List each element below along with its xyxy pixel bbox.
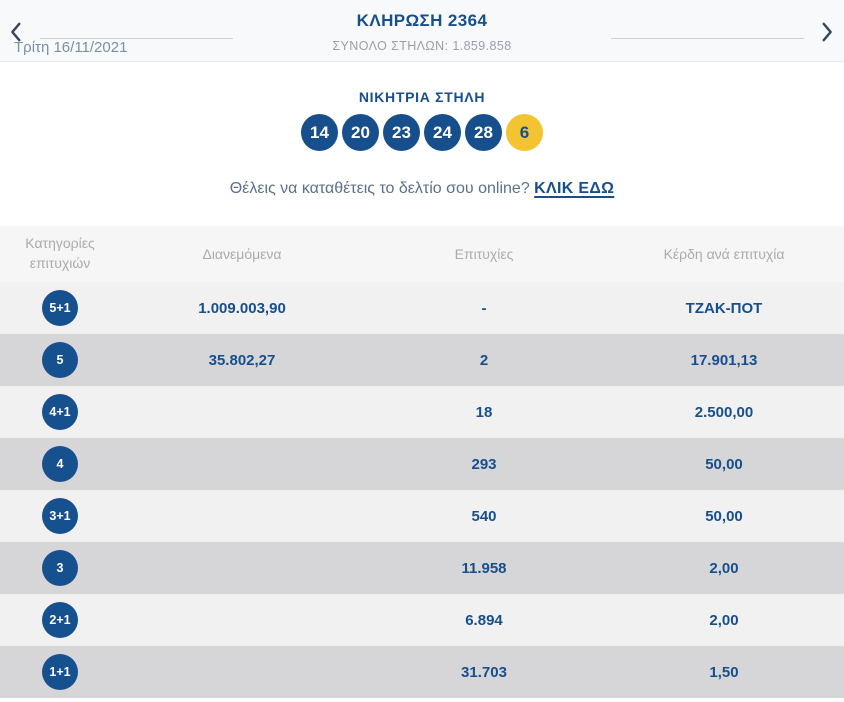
cell-distributed bbox=[120, 490, 364, 542]
total-columns-label: ΣΥΝΟΛΟ ΣΤΗΛΩΝ: 1.859.858 bbox=[332, 39, 512, 53]
cell-distributed bbox=[120, 542, 364, 594]
winning-number-ball: 14 bbox=[301, 114, 338, 151]
cell-distributed bbox=[120, 386, 364, 438]
table-row: 2+1 6.894 2,00 bbox=[0, 594, 844, 646]
column-header-wins: Επιτυχίες bbox=[364, 226, 604, 282]
chevron-left-icon bbox=[9, 22, 22, 45]
winning-column-title: ΝΙΚΗΤΡΙΑ ΣΤΗΛΗ bbox=[358, 89, 486, 105]
category-badge: 2+1 bbox=[42, 602, 78, 638]
category-badge: 1+1 bbox=[42, 654, 78, 690]
draw-title: ΚΛΗΡΩΣΗ 2364 bbox=[356, 11, 488, 30]
cell-category: 4+1 bbox=[0, 386, 120, 438]
column-header-distributed: Διανεμόμενα bbox=[120, 226, 364, 282]
table-row: 4+1 18 2.500,00 bbox=[0, 386, 844, 438]
cell-category: 5+1 bbox=[0, 282, 120, 334]
cell-prize-per-win: 50,00 bbox=[705, 507, 743, 525]
category-badge: 3 bbox=[42, 550, 78, 586]
table-row: 4 293 50,00 bbox=[0, 438, 844, 490]
online-cta: Θέλεις να καταθέτεις το δελτίο σου onlin… bbox=[0, 180, 844, 198]
category-badge: 4+1 bbox=[42, 394, 78, 430]
cell-wins: 2 bbox=[479, 351, 489, 369]
click-here-link[interactable]: ΚΛΙΚ ΕΔΩ bbox=[534, 180, 615, 197]
cell-prize-per-win: 2,00 bbox=[709, 559, 739, 577]
cell-prize-per-win: 1,50 bbox=[709, 663, 739, 681]
winning-number-ball: 23 bbox=[383, 114, 420, 151]
table-row: 3 11.958 2,00 bbox=[0, 542, 844, 594]
winning-number-ball: 20 bbox=[342, 114, 379, 151]
cell-category: 2+1 bbox=[0, 594, 120, 646]
cell-category: 4 bbox=[0, 438, 120, 490]
column-header-categories: Κατηγορίες επιτυχιών bbox=[0, 226, 120, 282]
winning-column-section: ΝΙΚΗΤΡΙΑ ΣΤΗΛΗ 14 20 23 24 28 6 bbox=[0, 89, 844, 151]
winning-number-ball: 24 bbox=[424, 114, 461, 151]
cell-wins: 11.958 bbox=[461, 559, 507, 577]
cell-prize-per-win: 17.901,13 bbox=[690, 351, 758, 369]
chevron-right-icon bbox=[821, 22, 834, 45]
draw-header: ΚΛΗΡΩΣΗ 2364 ΣΥΝΟΛΟ ΣΤΗΛΩΝ: 1.859.858 Τρ… bbox=[0, 0, 844, 62]
cell-wins: 293 bbox=[471, 455, 497, 473]
cell-wins: 18 bbox=[475, 403, 493, 421]
cell-wins: 31.703 bbox=[461, 663, 507, 681]
column-header-prize-per-win: Κέρδη ανά επιτυχία bbox=[604, 226, 844, 282]
cell-wins: - bbox=[481, 299, 487, 317]
cell-distributed bbox=[120, 438, 364, 490]
cell-wins: 6.894 bbox=[465, 611, 503, 629]
category-badge: 5 bbox=[42, 342, 78, 378]
previous-draw-button[interactable] bbox=[2, 20, 28, 46]
category-badge: 3+1 bbox=[42, 498, 78, 534]
cell-prize-per-win: 2.500,00 bbox=[694, 403, 754, 421]
category-badge: 5+1 bbox=[42, 290, 78, 326]
cell-distributed bbox=[120, 646, 364, 698]
table-row: 5 35.802,27 2 17.901,13 bbox=[0, 334, 844, 386]
prize-results-table: Κατηγορίες επιτυχιών Διανεμόμενα Επιτυχί… bbox=[0, 226, 844, 698]
table-row: 1+1 31.703 1,50 bbox=[0, 646, 844, 698]
draw-date: Τρίτη 16/11/2021 bbox=[14, 39, 128, 56]
next-draw-button[interactable] bbox=[814, 20, 840, 46]
cell-category: 3+1 bbox=[0, 490, 120, 542]
cell-prize-per-win: 50,00 bbox=[705, 455, 743, 473]
table-header-row: Κατηγορίες επιτυχιών Διανεμόμενα Επιτυχί… bbox=[0, 226, 844, 282]
table-row: 3+1 540 50,00 bbox=[0, 490, 844, 542]
table-row: 5+1 1.009.003,90 - ΤΖΑΚ-ΠΟΤ bbox=[0, 282, 844, 334]
cell-distributed: 1.009.003,90 bbox=[198, 299, 286, 317]
winning-number-ball: 28 bbox=[465, 114, 502, 151]
cell-prize-per-win: ΤΖΑΚ-ΠΟΤ bbox=[685, 299, 763, 317]
header-divider-left bbox=[40, 38, 233, 39]
header-divider-right bbox=[611, 38, 804, 39]
category-badge: 4 bbox=[42, 446, 78, 482]
cell-distributed: 35.802,27 bbox=[208, 351, 276, 369]
cell-wins: 540 bbox=[471, 507, 497, 525]
cta-text: Θέλεις να καταθέτεις το δελτίο σου onlin… bbox=[229, 180, 530, 197]
cell-category: 3 bbox=[0, 542, 120, 594]
winning-numbers: 14 20 23 24 28 6 bbox=[0, 114, 844, 151]
cell-category: 5 bbox=[0, 334, 120, 386]
cell-category: 1+1 bbox=[0, 646, 120, 698]
cell-distributed bbox=[120, 594, 364, 646]
cell-prize-per-win: 2,00 bbox=[709, 611, 739, 629]
joker-number-ball: 6 bbox=[506, 114, 543, 151]
